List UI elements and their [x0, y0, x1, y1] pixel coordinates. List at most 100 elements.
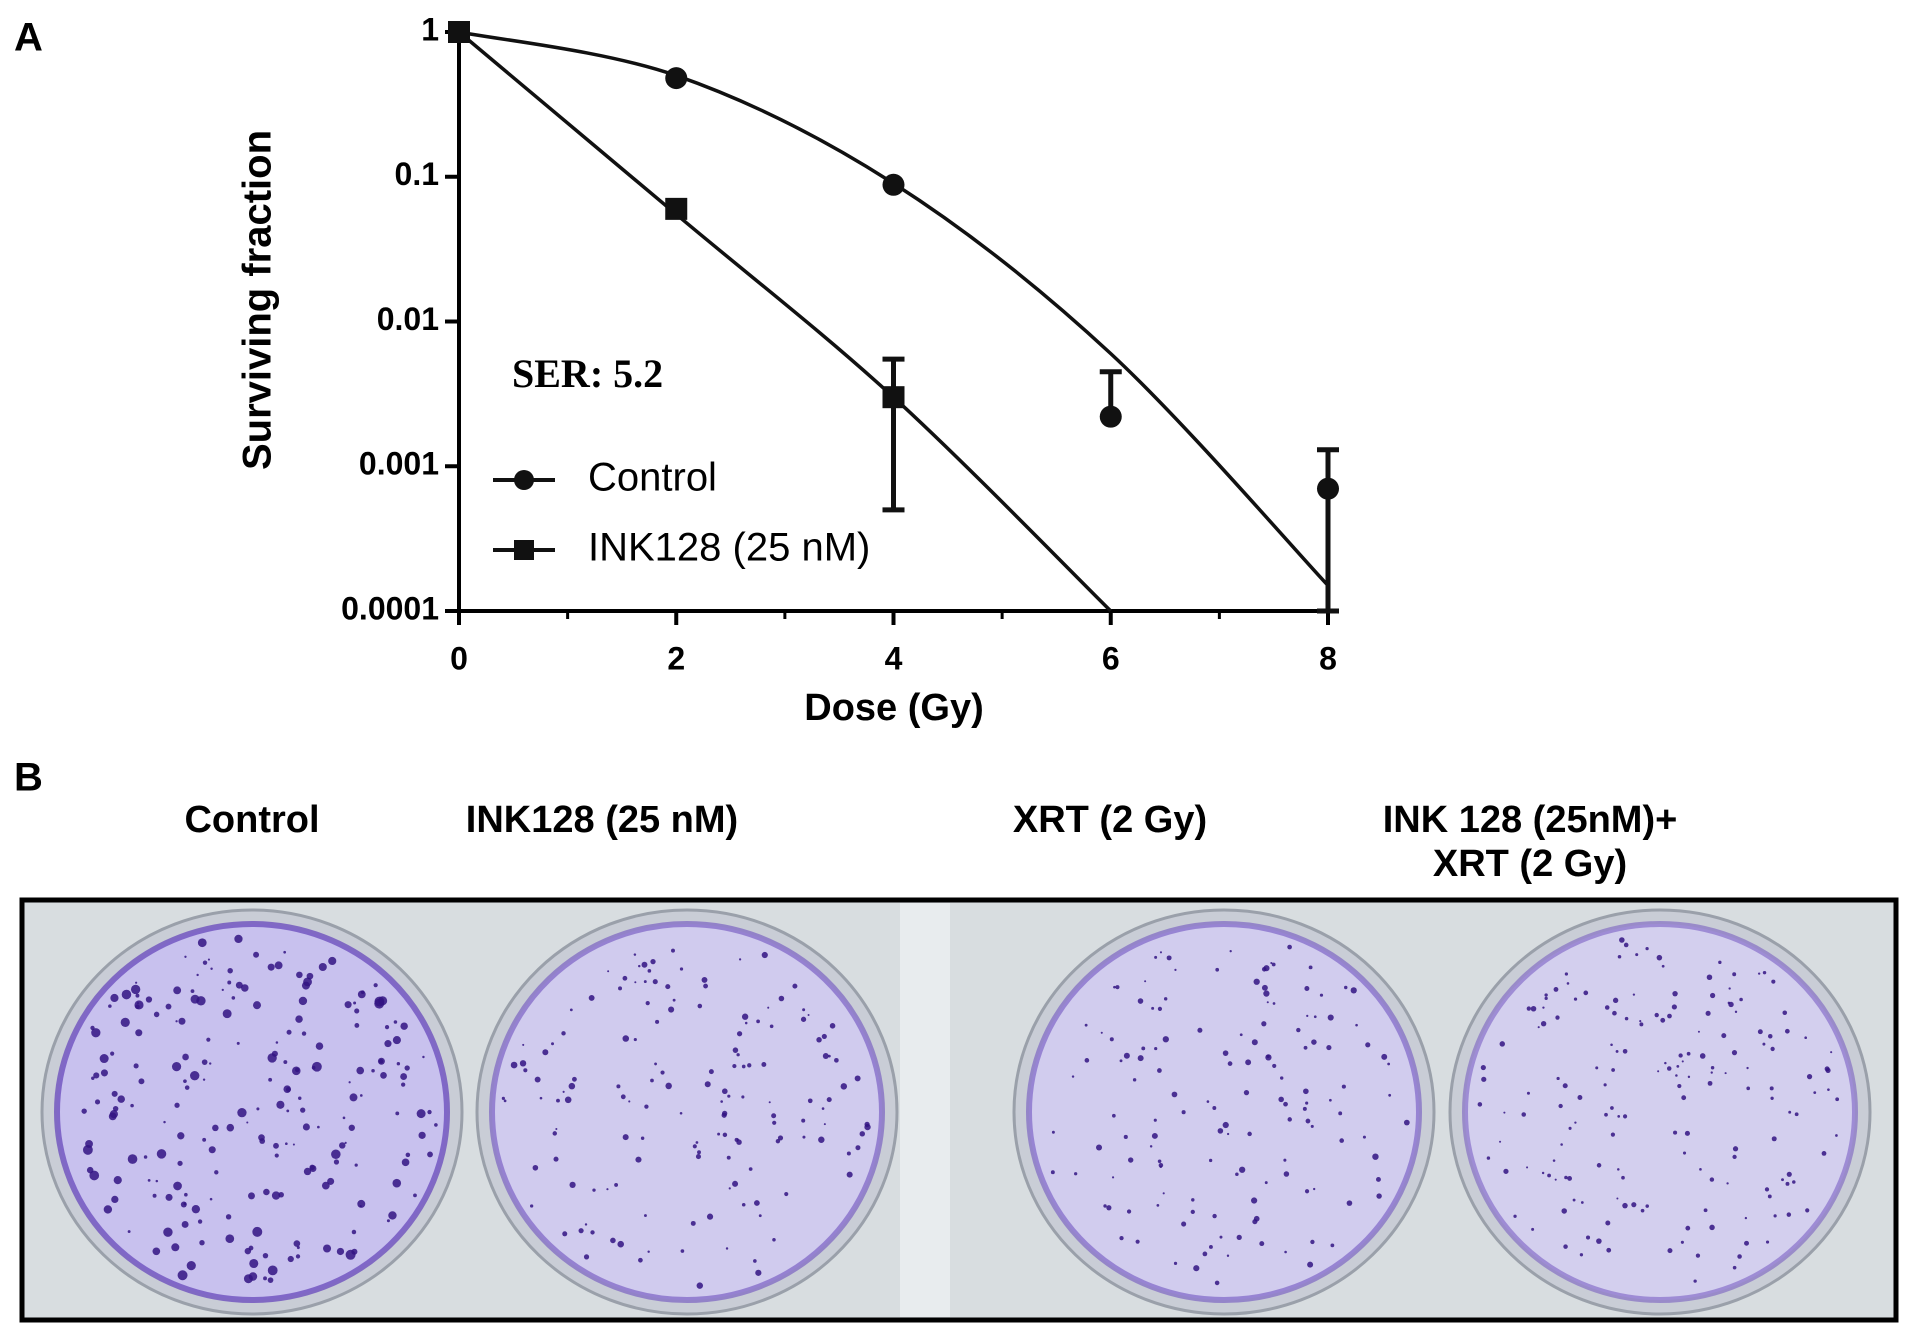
colony	[339, 1142, 346, 1149]
colony	[1513, 1214, 1517, 1218]
colony	[1781, 1178, 1784, 1182]
colony	[171, 1243, 180, 1252]
colony	[1157, 1068, 1162, 1073]
colony	[1697, 1030, 1700, 1033]
colony	[1362, 1135, 1366, 1139]
colony	[1666, 1066, 1672, 1071]
colony	[182, 1053, 189, 1061]
colony	[1623, 942, 1629, 948]
colony	[1744, 1216, 1748, 1220]
colony	[348, 1081, 351, 1084]
colony	[267, 1277, 274, 1283]
colony	[1163, 997, 1168, 1001]
colony	[644, 1104, 649, 1109]
colony	[177, 1132, 185, 1140]
colony	[1303, 1088, 1309, 1095]
colony	[236, 1041, 240, 1045]
colony	[1564, 972, 1569, 976]
colony	[622, 1035, 630, 1042]
colony	[1660, 1017, 1666, 1023]
colony	[1675, 1074, 1678, 1077]
colony	[1645, 1204, 1649, 1208]
colony	[818, 1136, 825, 1143]
colony	[258, 1134, 265, 1141]
colony	[108, 1004, 112, 1008]
colony	[755, 1269, 762, 1276]
colony	[1771, 979, 1776, 984]
colony	[1724, 1072, 1727, 1075]
colony	[1050, 1170, 1055, 1175]
colony	[135, 981, 138, 984]
colony	[829, 1023, 836, 1029]
colony	[1639, 1022, 1644, 1027]
colony	[1157, 1159, 1162, 1164]
marker	[514, 470, 534, 490]
colony	[1381, 1053, 1388, 1060]
colony	[1639, 1020, 1642, 1023]
y-axis-label: Surviving fraction	[236, 130, 280, 470]
colony	[1769, 1086, 1774, 1091]
colony	[1236, 1234, 1242, 1241]
colony	[539, 1096, 543, 1100]
colony	[1219, 1235, 1223, 1239]
colony	[1705, 1010, 1711, 1016]
colony	[1239, 1166, 1246, 1173]
colony	[212, 1124, 219, 1132]
colony	[703, 983, 708, 989]
colony	[248, 1192, 255, 1200]
colony	[622, 975, 628, 981]
colony	[1567, 1176, 1573, 1181]
colony	[1503, 1168, 1509, 1174]
colony	[294, 1067, 300, 1073]
colony	[1530, 1005, 1537, 1012]
colony	[292, 1143, 295, 1146]
colony	[94, 1099, 101, 1105]
colony	[1350, 987, 1357, 994]
colony	[1830, 1051, 1833, 1054]
colony	[1695, 1253, 1701, 1258]
colony	[286, 1109, 290, 1113]
colony	[1252, 1219, 1258, 1225]
colony	[736, 1031, 743, 1037]
colony	[283, 1060, 288, 1064]
colony	[1162, 1036, 1169, 1043]
colony	[846, 1151, 851, 1156]
colony	[263, 1276, 267, 1281]
colony	[1222, 1121, 1229, 1129]
colony	[90, 1025, 95, 1031]
colony	[1100, 1031, 1103, 1034]
colony	[186, 1261, 196, 1271]
colony	[522, 1043, 525, 1046]
colony	[1726, 1182, 1729, 1185]
colony	[256, 1107, 260, 1111]
colony	[562, 1231, 568, 1237]
colony	[1684, 1130, 1690, 1136]
colony	[708, 1069, 714, 1075]
colony	[1263, 990, 1270, 997]
marker	[882, 386, 905, 409]
colony	[1251, 1039, 1258, 1046]
colony	[1287, 1117, 1292, 1122]
colony	[728, 1187, 731, 1190]
colony	[1770, 1096, 1774, 1100]
colony	[633, 953, 637, 956]
colony	[1341, 1084, 1346, 1089]
x-tick-label: 2	[667, 640, 685, 676]
colony	[81, 1108, 87, 1114]
colony	[1577, 1095, 1583, 1100]
colony	[1767, 1194, 1772, 1199]
colony	[816, 1037, 822, 1043]
colony	[1824, 1066, 1830, 1072]
colony	[210, 967, 213, 970]
colony	[303, 1167, 312, 1176]
colony	[152, 1247, 161, 1256]
colony	[371, 1069, 375, 1073]
colony	[1151, 1006, 1155, 1010]
colony	[650, 1078, 654, 1083]
colony	[744, 1021, 748, 1025]
y-tick-label: 0.0001	[341, 590, 439, 626]
colony	[1693, 1279, 1697, 1283]
colony	[738, 958, 742, 961]
colony	[1544, 996, 1548, 1001]
colony	[202, 1137, 207, 1142]
